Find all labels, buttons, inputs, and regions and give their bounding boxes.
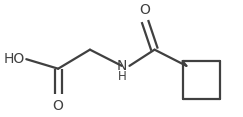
Text: HO: HO — [4, 52, 25, 66]
Text: H: H — [117, 70, 126, 83]
Text: O: O — [139, 3, 150, 17]
Text: O: O — [53, 99, 64, 113]
Text: N: N — [117, 59, 127, 73]
